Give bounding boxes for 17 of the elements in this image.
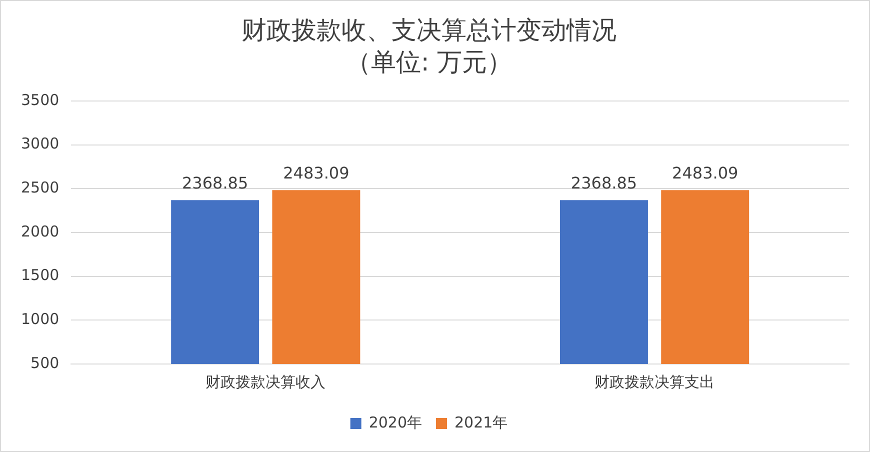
y-tick-label: 500: [30, 354, 60, 372]
data-label: 2483.09: [283, 163, 350, 182]
legend-label: 2020年: [368, 413, 422, 432]
y-tick-label: 1000: [20, 310, 60, 328]
legend-label: 2021年: [454, 413, 508, 432]
chart-title: 财政拨款收、支决算总计变动情况: [242, 16, 616, 44]
data-label: 2483.09: [672, 163, 738, 182]
y-tick-label: 3500: [20, 90, 60, 109]
y-tick-label: 2000: [20, 222, 60, 240]
data-label: 2368.85: [182, 173, 248, 192]
data-label: 2368.85: [570, 173, 638, 192]
y-tick-label: 3000: [20, 134, 60, 153]
x-tick-label: 财政拨款决算支出: [594, 372, 715, 391]
y-tick-label: 2500: [20, 178, 60, 197]
y-tick-label: 1500: [20, 266, 60, 284]
chart-subtitle: （单位: 万元）: [346, 48, 512, 76]
x-tick-label: 财政拨款决算收入: [206, 372, 326, 391]
